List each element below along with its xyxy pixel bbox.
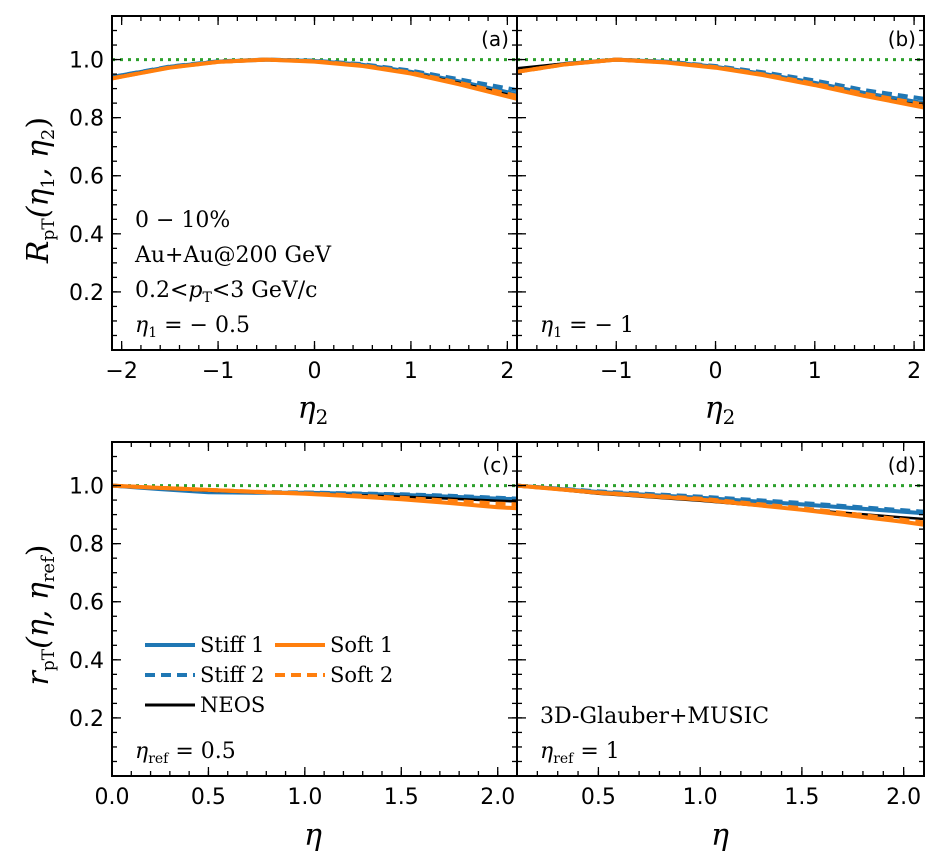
annotation-etaref-d: ηref = 1 <box>540 739 620 767</box>
annotation-etaref-c: ηref = 0.5 <box>135 739 236 767</box>
panel-b-series-soft2 <box>517 57 924 107</box>
legend-label-stiff1: Stiff 1 <box>200 633 265 657</box>
panel-d-series <box>517 483 924 527</box>
panel-d-xtick-label: 0.5 <box>581 785 616 810</box>
panel-a-xtick-label: 2 <box>500 359 514 384</box>
panel-b-series-soft1 <box>517 57 924 110</box>
panel-a-xtick-label: −1 <box>202 359 234 384</box>
panel-a-xtick-label: 1 <box>404 359 418 384</box>
panel-a-series-soft1 <box>112 57 517 101</box>
panel-b-xtick-label: −1 <box>600 359 632 384</box>
panel-b-xtick-label: 0 <box>709 359 723 384</box>
annotation-eta1-a: η1 = − 0.5 <box>135 313 250 341</box>
panel-c-ytick-label: 1.0 <box>69 475 104 500</box>
panel-c-xtick-label: 0.5 <box>191 785 226 810</box>
panel-c-ytick-label: 0.8 <box>69 533 104 558</box>
panel-a-xtick-label: −2 <box>105 359 137 384</box>
annotation-system: Au+Au@200 GeV <box>134 243 332 268</box>
panels-layer: −2 −1 0 1 2 0.2 0.4 0.6 0.8 1.0 (a) −1 0 1 2 (b) 0.0 0.5 1… <box>69 15 925 810</box>
panel-d-series-soft1 <box>517 483 924 527</box>
panel-d-xtick-label: 2.0 <box>886 785 921 810</box>
panel-d-series-soft2 <box>517 483 924 525</box>
annotation-model: 3D-Glauber+MUSIC <box>540 704 769 729</box>
annotation-pt-range: 0.2<pT<3 GeV/c <box>135 278 318 306</box>
legend-label-neos: NEOS <box>200 693 265 717</box>
panel-c: 0.0 0.5 1.0 1.5 2.0 0.2 0.4 0.6 0.8 1.0 (c) <box>69 441 518 810</box>
panel-a-xtick-label: 0 <box>308 359 322 384</box>
panel-d-xtick-label: 1.0 <box>683 785 718 810</box>
panel-a-series-stiff1 <box>112 57 517 97</box>
panel-a-ytick-label: 0.6 <box>69 165 104 190</box>
panel-a-tag: (a) <box>481 27 509 51</box>
panel-b-tag: (b) <box>888 27 916 51</box>
panel-d-frame <box>516 441 925 777</box>
legend-label-stiff2: Stiff 2 <box>200 663 265 687</box>
panel-a-ytick-label: 0.2 <box>69 281 104 306</box>
legend: Stiff 1 Soft 1 Stiff 2 Soft 2 NEOS <box>145 633 393 717</box>
panel-b-xtick-label: 1 <box>808 359 822 384</box>
x-axis-title-d: η <box>711 818 729 853</box>
legend-label-soft2: Soft 2 <box>330 663 393 687</box>
panel-b: −1 0 1 2 (b) <box>516 15 925 384</box>
legend-label-soft1: Soft 1 <box>330 633 393 657</box>
panel-c-tag: (c) <box>482 453 509 477</box>
panel-c-xtick-label: 1.0 <box>287 785 322 810</box>
panel-c-xtick-label: 1.5 <box>384 785 419 810</box>
panel-a-ytick-label: 0.8 <box>69 107 104 132</box>
panel-d: 0.5 1.0 1.5 2.0 (d) <box>516 441 925 810</box>
panel-c-ytick-label: 0.4 <box>69 649 104 674</box>
panel-b-xtick-label: 2 <box>907 359 921 384</box>
top-y-axis-title: RpT(η1, η2) <box>21 117 59 264</box>
panel-c-series <box>112 483 517 511</box>
annotation-centrality: 0 − 10% <box>135 208 230 233</box>
panel-a-series <box>112 57 517 101</box>
panel-a-ytick-label: 1.0 <box>69 49 104 74</box>
x-axis-title-c: η <box>304 818 322 853</box>
panel-b-frame <box>516 15 925 351</box>
panel-b-series <box>517 57 924 110</box>
panel-c-ytick-label: 0.6 <box>69 591 104 616</box>
x-axis-title-b: η2 <box>705 391 736 429</box>
panel-a: −2 −1 0 1 2 0.2 0.4 0.6 0.8 1.0 (a) <box>69 15 518 384</box>
panel-c-xtick-label: 2.0 <box>480 785 515 810</box>
panel-c-series-soft2 <box>112 483 517 507</box>
bottom-y-axis-title: rpT(η, ηref) <box>21 545 59 686</box>
panel-c-xtick-label: 0.0 <box>95 785 130 810</box>
panel-c-ytick-label: 0.2 <box>69 707 104 732</box>
x-axis-title-a: η2 <box>298 391 329 429</box>
panel-d-xtick-label: 1.5 <box>784 785 819 810</box>
annotation-eta1-b: η1 = − 1 <box>540 313 634 341</box>
panel-d-tag: (d) <box>888 453 916 477</box>
panel-a-ytick-label: 0.4 <box>69 223 104 248</box>
